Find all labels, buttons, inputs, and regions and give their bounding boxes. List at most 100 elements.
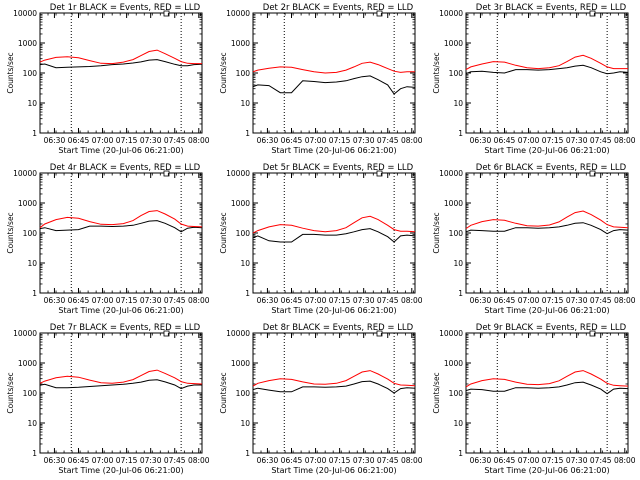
x-axis-label: Start Time (20-Jul-06 06:21:00) xyxy=(58,306,183,315)
y-axis-label: Counts/sec xyxy=(219,52,228,93)
y-axis-label: Counts/sec xyxy=(219,212,228,253)
series-line-events xyxy=(252,228,416,243)
legend-marker-box xyxy=(376,10,383,17)
chart-title: Det 7r BLACK = Events, RED = LLD xyxy=(50,323,201,333)
x-tick-label: 08:00 xyxy=(401,296,423,305)
legend-marker-box xyxy=(589,10,596,17)
y-tick-label: 100 xyxy=(23,229,38,238)
y-tick-label: 10000 xyxy=(226,9,250,18)
x-tick-label: 06:30 xyxy=(470,136,492,145)
x-tick-label: 07:15 xyxy=(116,456,138,465)
y-tick-label: 1000 xyxy=(231,359,250,368)
x-axis-label: Start Time (20-Jul-06 06:21:00) xyxy=(484,306,609,315)
series-line-events xyxy=(39,220,203,233)
y-tick-label: 10000 xyxy=(439,9,463,18)
x-axis-label: Start Time (20-Jul-06 06:21:00) xyxy=(271,146,396,155)
x-tick-label: 07:45 xyxy=(164,136,186,145)
x-tick-label: 06:30 xyxy=(470,456,492,465)
x-tick-label: 07:15 xyxy=(329,296,351,305)
x-tick-label: 06:45 xyxy=(281,136,303,145)
y-tick-label: 10000 xyxy=(226,169,250,178)
y-tick-label: 10000 xyxy=(226,329,250,338)
series-line-events xyxy=(39,59,203,69)
series-line-lld xyxy=(252,61,415,74)
y-tick-label: 100 xyxy=(23,69,38,78)
chart-panel-3: Det 3r BLACK = Events, RED = LLD 1 10 100 10… xyxy=(432,3,636,155)
x-tick-label: 07:30 xyxy=(140,456,162,465)
y-tick-label: 1000 xyxy=(231,199,250,208)
y-tick-label: 1 xyxy=(245,289,250,298)
x-tick-label: 06:45 xyxy=(494,136,516,145)
y-tick-label: 100 xyxy=(449,69,464,78)
x-tick-label: 07:45 xyxy=(590,456,612,465)
x-tick-label: 06:45 xyxy=(494,456,516,465)
plot-frame xyxy=(39,172,203,294)
chart-panel-1: Det 1r BLACK = Events, RED = LLD 1 10 100 10… xyxy=(6,3,210,155)
x-tick-label: 08:00 xyxy=(401,136,423,145)
y-tick-label: 10 xyxy=(27,259,37,268)
chart-title: Det 6r BLACK = Events, RED = LLD xyxy=(476,163,627,173)
y-axis-label: Counts/sec xyxy=(219,372,228,413)
series-line-lld xyxy=(39,210,203,229)
y-tick-label: 10 xyxy=(240,99,250,108)
plot-frame xyxy=(465,332,629,454)
series-line-lld xyxy=(252,370,416,387)
x-axis-label: Start Time (20-Jul-06 06:21:00) xyxy=(271,306,396,315)
series-line-events xyxy=(39,379,202,390)
plot-frame xyxy=(39,332,203,454)
x-tick-label: 06:45 xyxy=(281,296,303,305)
y-tick-label: 10000 xyxy=(13,9,37,18)
x-tick-label: 07:15 xyxy=(542,296,564,305)
y-tick-label: 10 xyxy=(453,419,463,428)
y-tick-label: 10 xyxy=(453,259,463,268)
x-tick-label: 06:30 xyxy=(44,296,66,305)
chart-panel-4: Det 4r BLACK = Events, RED = LLD 1 10 100 10… xyxy=(6,163,210,315)
y-tick-label: 1 xyxy=(458,449,463,458)
x-tick-label: 07:30 xyxy=(566,456,588,465)
x-axis-label: Start Time (20-Jul-06 06:21:00) xyxy=(58,146,183,155)
x-tick-label: 07:30 xyxy=(353,456,375,465)
y-tick-label: 10 xyxy=(240,419,250,428)
y-tick-label: 10 xyxy=(240,259,250,268)
plot-frame xyxy=(465,172,629,294)
x-tick-label: 08:00 xyxy=(188,136,210,145)
y-tick-label: 10000 xyxy=(13,169,37,178)
x-tick-label: 06:30 xyxy=(470,296,492,305)
y-tick-label: 100 xyxy=(23,389,38,398)
x-tick-label: 07:30 xyxy=(566,136,588,145)
y-tick-label: 1 xyxy=(32,449,37,458)
y-tick-label: 1000 xyxy=(18,39,37,48)
x-tick-label: 06:30 xyxy=(44,136,66,145)
x-axis-label: Start Time (20-Jul-06 06:21:00) xyxy=(58,466,183,475)
legend-marker-box xyxy=(589,330,596,337)
series-line-lld xyxy=(39,369,203,385)
x-tick-label: 07:30 xyxy=(140,136,162,145)
legend-marker-box xyxy=(376,330,383,337)
series-line-events xyxy=(465,222,629,235)
y-tick-label: 1000 xyxy=(444,39,463,48)
x-tick-label: 07:30 xyxy=(140,296,162,305)
y-tick-label: 10000 xyxy=(13,329,37,338)
x-tick-label: 07:15 xyxy=(116,296,138,305)
series-line-lld xyxy=(465,54,628,71)
legend-marker-box xyxy=(589,170,596,177)
x-tick-label: 07:00 xyxy=(92,136,114,145)
x-tick-label: 08:00 xyxy=(401,456,423,465)
legend-marker-box xyxy=(163,170,170,177)
chart-title: Det 5r BLACK = Events, RED = LLD xyxy=(263,163,414,173)
x-axis-label: Start Time (20-Jul-06 06:21:00) xyxy=(271,466,396,475)
chart-title: Det 8r BLACK = Events, RED = LLD xyxy=(263,323,414,333)
x-tick-label: 06:30 xyxy=(257,136,279,145)
chart-title: Det 1r BLACK = Events, RED = LLD xyxy=(50,3,201,13)
x-tick-label: 07:15 xyxy=(329,136,351,145)
y-tick-label: 1 xyxy=(458,289,463,298)
y-tick-label: 10 xyxy=(27,419,37,428)
legend-marker-box xyxy=(163,10,170,17)
plot-frame xyxy=(39,12,203,134)
chart-panel-6: Det 6r BLACK = Events, RED = LLD 1 10 100 10… xyxy=(432,163,636,315)
x-tick-label: 07:45 xyxy=(377,456,399,465)
series-line-events xyxy=(252,75,416,95)
y-axis-label: Counts/sec xyxy=(6,212,15,253)
x-tick-label: 07:00 xyxy=(518,456,540,465)
